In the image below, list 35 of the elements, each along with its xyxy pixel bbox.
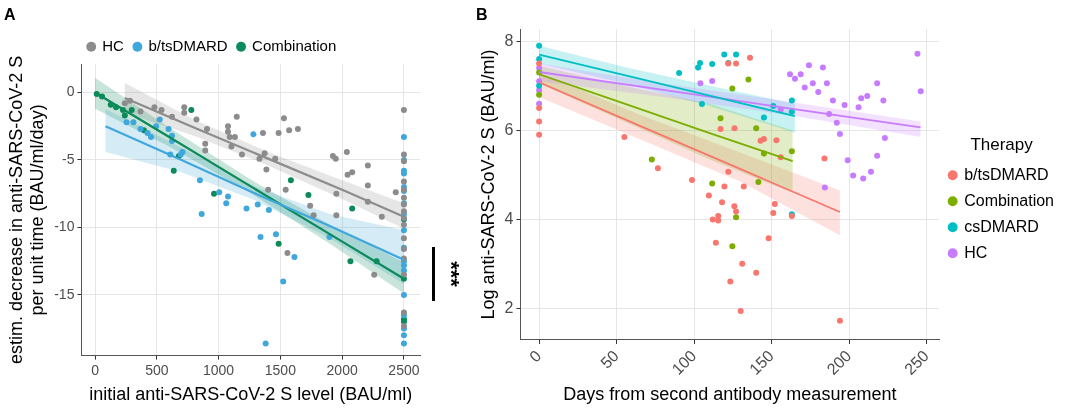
y-tick-label: 8 bbox=[504, 31, 514, 49]
x-tick-label: 100 bbox=[668, 346, 700, 378]
y-tick-label: 0 bbox=[66, 83, 75, 100]
x-tick-label: 250 bbox=[901, 346, 933, 378]
x-tick-label: 500 bbox=[145, 361, 169, 378]
x-tick-label: 2500 bbox=[388, 361, 420, 378]
y-tick-label: -5 bbox=[61, 150, 75, 167]
y-axis-title: Log anti-SARS-CoV-2 S (BAU/ml) bbox=[477, 49, 498, 320]
y-tick-label: 2 bbox=[504, 299, 514, 317]
x-tick-label: 200 bbox=[823, 346, 855, 378]
x-tick-label: 0 bbox=[526, 346, 545, 366]
chart-title: B bbox=[476, 6, 488, 24]
legend-label: Combination bbox=[964, 191, 1054, 209]
y-tick-label: -15 bbox=[54, 285, 75, 302]
legend-label: csDMARD bbox=[964, 217, 1039, 235]
legend-label: b/tsDMARD bbox=[148, 36, 228, 54]
y-tick-label: 4 bbox=[504, 209, 514, 227]
x-tick-label: 0 bbox=[91, 361, 100, 378]
x-tick-label: 1000 bbox=[203, 361, 235, 378]
legend-label: HC bbox=[102, 36, 125, 54]
y-axis-title: estim. decrease in anti-SARS-CoV-2 S per unit time (BAU/ml/day) bbox=[5, 55, 48, 364]
x-tick-label: 2000 bbox=[326, 361, 358, 378]
legend-label: b/tsDMARD bbox=[964, 165, 1049, 183]
legend-title: Therapy bbox=[970, 134, 1034, 154]
legend-label: Combination bbox=[252, 36, 337, 54]
legend-label: HC bbox=[964, 243, 988, 261]
chart-title: A bbox=[4, 6, 16, 24]
y-tick-label: 6 bbox=[504, 120, 514, 138]
text: *** bbox=[438, 261, 464, 288]
x-axis-title: Days from second antibody measurement bbox=[563, 384, 897, 405]
x-tick-label: 150 bbox=[746, 346, 778, 378]
x-tick-label: 1500 bbox=[264, 361, 297, 378]
x-axis-title: initial anti-SARS-CoV-2 S level (BAU/ml) bbox=[89, 384, 413, 405]
x-tick-label: 50 bbox=[597, 346, 622, 372]
y-tick-label: -10 bbox=[54, 218, 75, 235]
